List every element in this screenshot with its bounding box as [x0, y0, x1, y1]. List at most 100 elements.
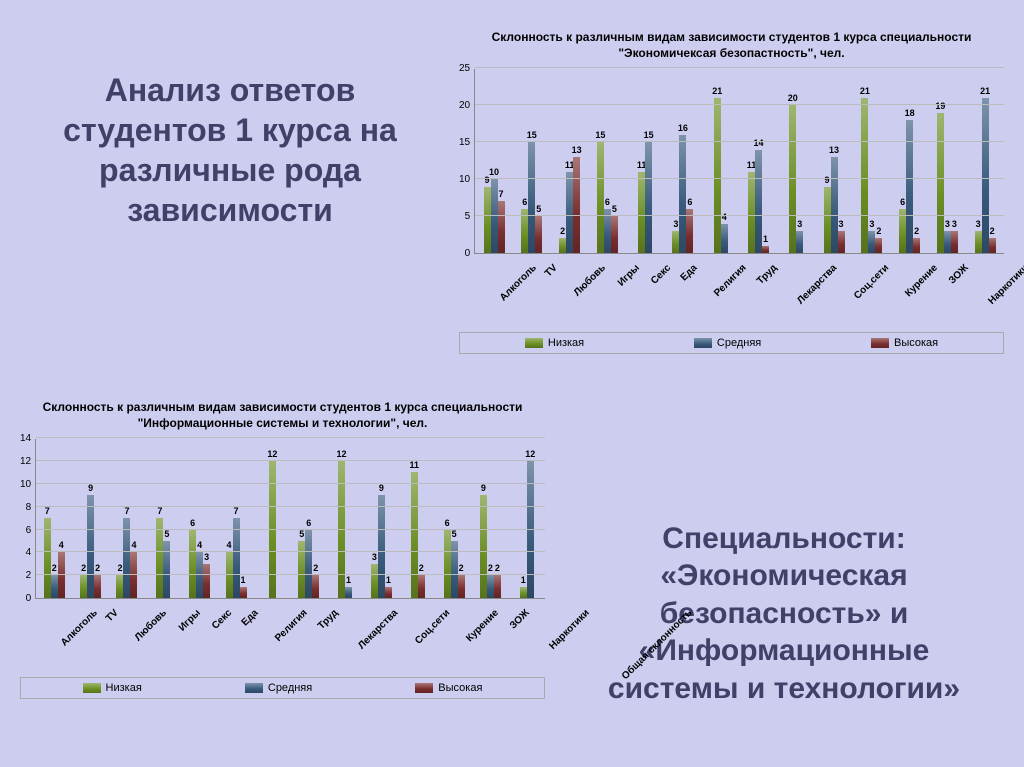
legend-swatch [415, 683, 433, 693]
bar-value-label: 19 [935, 101, 945, 111]
legend-label: Низкая [548, 337, 584, 349]
bar-low: 11 [638, 172, 645, 253]
bar-mid: 5 [163, 541, 170, 598]
bar-mid: 18 [906, 120, 913, 253]
bar-low: 11 [411, 472, 418, 598]
x-labels-bottom: АлкогольTVЛюбовьИгрыСексЕдаРелигияТрудЛе… [40, 599, 545, 669]
bar-low: 9 [824, 187, 831, 254]
bar-high: 2 [913, 238, 920, 253]
plot-area-bottom: 7242922747564347112562121391112652922112 [35, 439, 545, 599]
bar-low: 2 [116, 575, 123, 598]
chart-top-title: Склонность к различным видам зависимости… [459, 30, 1004, 61]
bar-value-label: 6 [687, 197, 692, 207]
legend-swatch [245, 683, 263, 693]
bar-mid: 2 [487, 575, 494, 598]
grid-line [36, 529, 545, 530]
bar-value-label: 9 [481, 483, 486, 493]
legend-swatch [83, 683, 101, 693]
legend-label: Средняя [268, 682, 312, 694]
bar-value-label: 7 [234, 506, 239, 516]
bar-low: 20 [789, 105, 796, 253]
legend-label: Высокая [894, 337, 938, 349]
bar-low: 6 [444, 530, 451, 599]
bar-low: 9 [480, 495, 487, 598]
bar-mid: 7 [233, 518, 240, 598]
bar-value-label: 12 [337, 449, 347, 459]
bar-mid: 15 [528, 142, 535, 253]
bar-value-label: 2 [95, 563, 100, 573]
bar-value-label: 12 [267, 449, 277, 459]
chart-bottom: Склонность к различным видам зависимости… [20, 400, 545, 699]
bar-value-label: 9 [88, 483, 93, 493]
category: 1565 [588, 69, 626, 253]
bar-mid: 13 [831, 157, 838, 253]
bar-value-label: 3 [976, 219, 981, 229]
bars-top: 9107615521113156511153166214111412039133… [475, 69, 1004, 253]
bar-value-label: 15 [595, 130, 605, 140]
category: 3212 [966, 69, 1004, 253]
bar-low: 11 [748, 172, 755, 253]
category: 1115 [626, 69, 664, 253]
category: 1933 [929, 69, 967, 253]
bar-low: 5 [298, 541, 305, 598]
bar-value-label: 12 [525, 449, 535, 459]
bar-low: 9 [484, 187, 491, 254]
bar-mid: 16 [679, 135, 686, 253]
bar-value-label: 3 [952, 219, 957, 229]
bar-low: 6 [189, 530, 196, 599]
bar-value-label: 4 [197, 540, 202, 550]
bar-mid: 11 [566, 172, 573, 253]
bar-value-label: 20 [788, 93, 798, 103]
grid-line [475, 67, 1004, 68]
bar-value-label: 3 [839, 219, 844, 229]
bar-high: 1 [240, 587, 247, 598]
bar-high: 13 [573, 157, 580, 253]
category: 6155 [513, 69, 551, 253]
bar-value-label: 10 [489, 167, 499, 177]
bar-value-label: 3 [372, 552, 377, 562]
chart-top-plot: 2520151050 91076155211131565111531662141… [459, 69, 1004, 254]
bar-high: 2 [94, 575, 101, 598]
category: 214 [702, 69, 740, 253]
legend-label: Низкая [106, 682, 142, 694]
bar-value-label: 2 [419, 563, 424, 573]
grid-line [36, 574, 545, 575]
bar-mid: 1 [345, 587, 352, 598]
bar-value-label: 18 [905, 108, 915, 118]
bar-low: 15 [597, 142, 604, 253]
bar-value-label: 2 [495, 563, 500, 573]
bar-value-label: 2 [560, 226, 565, 236]
bar-value-label: 1 [521, 575, 526, 585]
bar-value-label: 6 [522, 197, 527, 207]
legend-item: Средняя [694, 337, 761, 349]
bar-value-label: 6 [605, 197, 610, 207]
bar-value-label: 9 [825, 175, 830, 185]
grid-line [36, 551, 545, 552]
category: 11141 [740, 69, 778, 253]
bar-high: 3 [838, 231, 845, 253]
grid-line [475, 104, 1004, 105]
bar-value-label: 2 [876, 226, 881, 236]
bar-value-label: 3 [945, 219, 950, 229]
bar-mid: 9 [87, 495, 94, 598]
category: 21113 [551, 69, 589, 253]
bar-high: 5 [535, 216, 542, 253]
grid-line [36, 437, 545, 438]
bar-value-label: 7 [45, 506, 50, 516]
bar-high: 2 [312, 575, 319, 598]
legend-swatch [694, 338, 712, 348]
y-axis-top: 2520151050 [459, 69, 474, 254]
bar-mid: 5 [451, 541, 458, 598]
bar-value-label: 6 [190, 518, 195, 528]
legend-swatch [871, 338, 889, 348]
grid-line [475, 215, 1004, 216]
bar-high: 2 [494, 575, 501, 598]
bar-value-label: 1 [386, 575, 391, 585]
bar-value-label: 6 [445, 518, 450, 528]
bar-high: 2 [458, 575, 465, 598]
legend-item: Низкая [83, 682, 142, 694]
bar-value-label: 7 [157, 506, 162, 516]
bar-value-label: 3 [797, 219, 802, 229]
chart-top: Склонность к различным видам зависимости… [459, 30, 1004, 354]
bar-mid: 7 [123, 518, 130, 598]
